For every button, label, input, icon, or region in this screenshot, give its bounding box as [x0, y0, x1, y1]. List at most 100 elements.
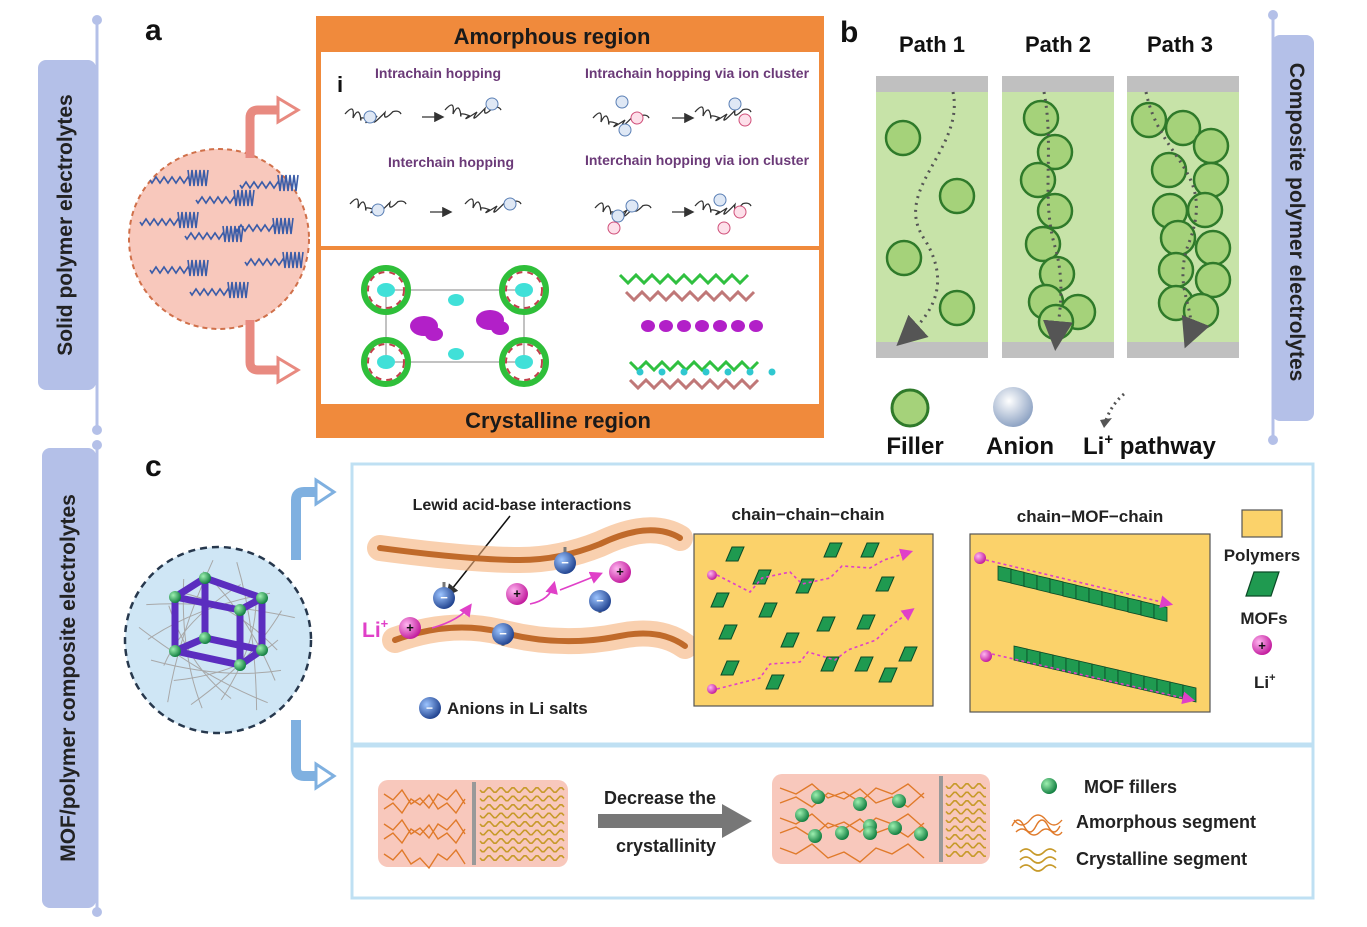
mof-segment: [1130, 672, 1145, 691]
crystalline-chain: [479, 787, 565, 793]
crystalline-chain: [479, 804, 565, 810]
anion-icon: [607, 221, 621, 235]
mof-segment: [1117, 669, 1132, 688]
filler-particle: [884, 119, 922, 157]
filler-particle: [938, 289, 976, 327]
crystal-ring-inner: [505, 343, 543, 381]
amorphous-title: Amorphous region: [454, 24, 651, 49]
crystalline-chain: [479, 795, 565, 802]
legend-mofs-icon: [1245, 571, 1280, 597]
crystal-anion: [695, 320, 709, 332]
path-band-bottom-electrode: [1127, 342, 1239, 358]
crystal-anion: [677, 320, 691, 332]
mof-particle: [854, 656, 874, 672]
filler-particle: [1024, 225, 1062, 263]
arrow-to-crystalline: [245, 320, 282, 375]
mof-segment: [1078, 660, 1093, 679]
filler-particle: [1036, 133, 1074, 171]
mof-segment: [1013, 645, 1028, 664]
legend-anion-icon: [993, 387, 1033, 427]
crystal-structure-right: [618, 272, 776, 391]
filler-particle: [1192, 127, 1230, 165]
mof-filler: [811, 790, 825, 804]
crystal-anion: [659, 320, 673, 332]
sphere-chain: [139, 217, 181, 227]
cation-icon: [611, 209, 625, 223]
legend-pathway-label: Li+ pathway: [1083, 431, 1216, 460]
crystal-cation: [702, 368, 710, 376]
mof-particle: [765, 674, 785, 690]
crystal-cation: [768, 368, 776, 376]
anions-label: Anions in Li salts: [447, 699, 588, 718]
mof-sphere-chain: [150, 659, 282, 674]
after-amorphous-segment: [779, 783, 925, 863]
legend-mof-fillers-icon: [1041, 778, 1057, 794]
cation-icon: [618, 123, 632, 137]
crystalline-chain: [479, 838, 565, 844]
mof-sphere-chain: [163, 584, 241, 666]
crystal-cation: [680, 368, 688, 376]
sphere-chain: [189, 287, 231, 297]
li-hop-arrow: [559, 571, 603, 591]
amorphous-chain: [779, 843, 925, 863]
crystalline-chain: [479, 812, 565, 819]
li-hop-arrow: [529, 580, 558, 605]
cation-icon: [615, 95, 629, 109]
path-band-top-electrode: [1127, 76, 1239, 92]
legend-crystalline-icon: [1019, 848, 1057, 872]
li-ion: [506, 583, 528, 605]
mof-filler: [835, 826, 849, 840]
sphere-chain: [149, 175, 191, 185]
path-3-label: Path 3: [1147, 32, 1213, 57]
sphere-chain: [239, 180, 281, 190]
amorphous-chain: [779, 783, 925, 803]
filler-particle: [1157, 251, 1195, 289]
amorphous-chain: [383, 793, 466, 815]
legend-polymers-label: Polymers: [1224, 546, 1301, 565]
crystal-ring: [499, 265, 549, 315]
crystal-chain: [624, 289, 756, 303]
sphere-chain-fold: [187, 259, 209, 277]
li-path: [991, 653, 1196, 705]
side-label-mof-bg: [42, 448, 96, 908]
amorphous-chain: [383, 848, 466, 870]
sphere-chain-fold: [177, 211, 199, 229]
crystalline-chain: [945, 791, 986, 798]
crystalline-chain: [945, 783, 986, 789]
after-mof-fillers: [795, 790, 928, 843]
side-label-cpe-bg: [1272, 35, 1314, 421]
mof-particle: [875, 576, 895, 592]
li-ion-sign: +: [513, 586, 521, 601]
crystal-cation: [636, 368, 644, 376]
chain-sketch: [694, 200, 752, 216]
li-ion: [974, 552, 986, 564]
crystal-anion: [713, 320, 727, 332]
side-label-spe: Solid polymer electrolytes: [54, 94, 77, 355]
anion-icon: [630, 111, 644, 125]
crystalline-chain: [945, 817, 986, 823]
anion-ball: [433, 587, 455, 609]
roman-i: i: [337, 72, 343, 97]
crystal-anion: [731, 320, 745, 332]
anion-ball-sign: −: [561, 555, 569, 570]
crystal-ring: [361, 265, 411, 315]
crystal-anion: [749, 320, 763, 332]
svg-text:−: −: [426, 701, 433, 715]
mof-sphere-chain: [138, 627, 268, 704]
path-band-top-electrode: [1002, 76, 1114, 92]
anion-ball-sign: −: [440, 590, 448, 605]
li-ion: [609, 561, 631, 583]
path-1-label: Path 1: [899, 32, 965, 57]
mof-segment: [1182, 684, 1197, 703]
cation-icon: [625, 199, 639, 213]
crystal-chain: [628, 377, 760, 391]
crystalline-title: Crystalline region: [465, 408, 651, 433]
legend-anion-label: Anion: [986, 433, 1054, 460]
panel-letter-a: a: [145, 14, 162, 47]
crystal-cation: [658, 368, 666, 376]
polymer-chain-upper: [367, 517, 693, 574]
mof-filler: [795, 808, 809, 822]
side-label-cpe: Composite polymer electrolytes: [1285, 63, 1308, 382]
mof-particle: [758, 602, 778, 618]
mof-segment: [1010, 568, 1025, 587]
